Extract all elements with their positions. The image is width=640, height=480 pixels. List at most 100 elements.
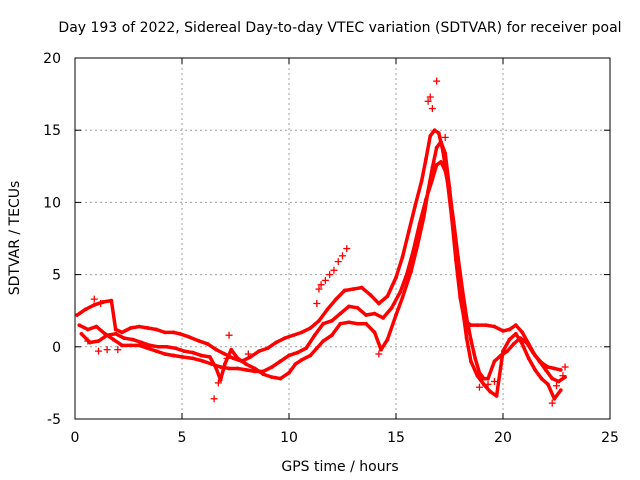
- data-point-plus: [343, 245, 351, 253]
- data-band-track-upper: [419, 157, 428, 183]
- data-band-track-lower: [452, 226, 460, 274]
- data-band-track-lower: [501, 337, 512, 353]
- y-axis-label: SDTVAR / TECUs: [7, 181, 23, 296]
- data-band-track-lower: [372, 330, 383, 352]
- data-band-track-lower: [379, 337, 390, 352]
- grid-lines: [75, 58, 610, 419]
- data-band-track-middle: [94, 324, 107, 336]
- data-band-track-middle: [398, 272, 409, 294]
- data-point-plus: [244, 350, 252, 358]
- data-point-plus: [210, 395, 218, 403]
- data-point-plus: [475, 383, 483, 391]
- data-band-track-lower: [422, 189, 430, 219]
- data-band-track-upper: [413, 178, 424, 208]
- data-point-plus: [330, 266, 338, 274]
- data-points: [75, 77, 569, 407]
- data-band-track-lower: [208, 355, 218, 371]
- data-point-plus: [548, 399, 556, 407]
- data-point-plus: [315, 285, 323, 293]
- data-band-track-lower: [443, 151, 452, 190]
- data-band-track-middle: [464, 316, 473, 342]
- data-band-track-lower: [385, 313, 398, 342]
- y-tick-label: 5: [52, 268, 61, 284]
- data-band-track-middle: [381, 306, 394, 320]
- data-band-track-upper: [368, 293, 381, 306]
- data-band-track-middle: [190, 356, 206, 363]
- data-band-track-middle: [469, 337, 477, 361]
- data-point-plus: [339, 252, 346, 260]
- data-point-plus: [114, 346, 122, 354]
- x-tick-label: 15: [387, 430, 405, 446]
- data-band-track-middle: [330, 311, 343, 323]
- data-band-track-upper: [407, 203, 418, 234]
- data-point-plus: [223, 354, 231, 362]
- data-point-plus: [559, 372, 567, 380]
- data-point-plus: [214, 379, 222, 387]
- data-band-track-lower: [426, 165, 435, 193]
- data-point-plus: [561, 363, 569, 371]
- data-band-track-lower: [400, 269, 413, 300]
- y-tick-label: -5: [47, 412, 61, 428]
- data-band-track-middle: [304, 333, 317, 350]
- data-band-track-upper: [334, 288, 347, 301]
- data-band-track-lower: [218, 362, 227, 382]
- data-band-track-lower: [409, 243, 420, 274]
- data-band-track-upper: [394, 255, 405, 280]
- data-point-plus: [321, 276, 329, 284]
- data-band-track-middle: [355, 306, 368, 317]
- data-band-track-middle: [460, 287, 469, 320]
- data-point-plus: [484, 380, 492, 388]
- data-band-track-lower: [330, 321, 343, 337]
- data-band-track-upper: [325, 297, 338, 312]
- data-band-track-lower: [439, 140, 447, 156]
- data-point-plus: [375, 350, 383, 358]
- data-band-track-middle: [524, 340, 535, 355]
- y-tick-label: 15: [43, 123, 61, 139]
- data-point-plus: [490, 377, 498, 385]
- chart-title: Day 193 of 2022, Sidereal Day-to-day VTE…: [58, 20, 621, 36]
- data-point-plus: [103, 346, 111, 354]
- data-band-track-middle: [473, 356, 482, 375]
- data-band-track-lower: [494, 349, 505, 398]
- data-band-track-lower: [223, 347, 233, 366]
- data-band-track-lower: [464, 336, 473, 363]
- plot-frame: [74, 57, 611, 420]
- data-band-track-lower: [514, 332, 525, 346]
- data-band-track-lower: [546, 382, 557, 401]
- x-axis-label: GPS time / hours: [281, 459, 398, 475]
- data-point-track-upper: [558, 368, 563, 372]
- data-band-track-lower: [469, 359, 480, 378]
- data-point-plus: [334, 258, 342, 266]
- y-tick-label: 10: [43, 195, 61, 211]
- data-point-plus: [95, 347, 103, 355]
- data-band-track-upper: [109, 298, 118, 332]
- data-band-track-upper: [400, 229, 411, 260]
- data-band-track-lower: [526, 356, 537, 372]
- data-band-track-lower: [447, 186, 456, 231]
- data-band-track-upper: [317, 307, 330, 323]
- data-band-track-lower: [520, 342, 531, 361]
- x-tick-label: 20: [494, 430, 512, 446]
- data-band-track-middle: [312, 321, 325, 337]
- data-point-track-lower: [558, 388, 563, 392]
- data-band-track-middle: [486, 359, 497, 381]
- data-band-track-middle: [430, 163, 439, 182]
- data-band-track-lower: [456, 269, 465, 309]
- data-band-track-lower: [394, 295, 405, 317]
- data-point-plus: [424, 97, 432, 105]
- data-point-plus: [426, 93, 434, 101]
- data-point-plus: [433, 77, 441, 85]
- data-point-plus: [90, 295, 98, 303]
- axis-ticks: 0 5 10 15 20 25 -5 0 5 10 15 20: [43, 51, 619, 446]
- x-tick-label: 25: [601, 430, 619, 446]
- data-point-plus: [441, 133, 449, 141]
- data-band-track-lower: [460, 304, 469, 340]
- data-band-track-upper: [377, 294, 390, 306]
- data-band-track-lower: [364, 321, 377, 335]
- data-point-plus: [326, 271, 334, 279]
- x-tick-label: 5: [178, 430, 187, 446]
- x-tick-label: 0: [71, 430, 80, 446]
- data-point-plus: [225, 331, 233, 339]
- x-tick-label: 10: [280, 430, 298, 446]
- data-point-plus: [97, 299, 105, 307]
